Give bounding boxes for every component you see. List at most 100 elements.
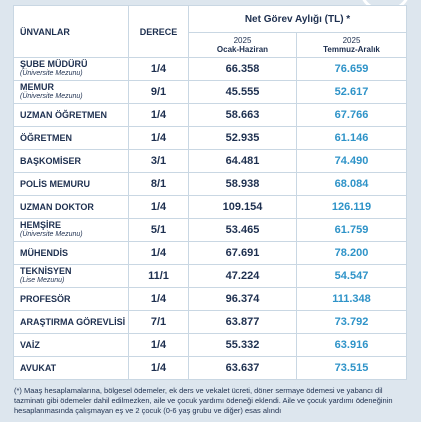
title-cell: ŞUBE MÜDÜRÜ (Üniversite Mezunu) [13, 57, 129, 81]
title: MEMUR [20, 82, 54, 92]
grade: 7/1 [128, 310, 189, 334]
table-row: ÖĞRETMEN 1/4 52.935 61.146 [13, 126, 408, 150]
table-row: AVUKAT 1/4 63.637 73.515 [13, 356, 408, 380]
footnote: (*) Maaş hesaplamalarına, bölgesel ödeme… [14, 386, 393, 415]
grade: 1/4 [128, 241, 189, 265]
salary-period2: 67.766 [295, 103, 408, 127]
grade: 1/4 [128, 195, 189, 219]
table-row: BAŞKOMİSER 3/1 64.481 74.490 [13, 149, 408, 173]
title: ARAŞTIRMA GÖREVLİSİ [20, 316, 126, 327]
title: MÜHENDİS [20, 247, 69, 258]
salary-period2: 63.916 [295, 333, 408, 357]
title-cell: AVUKAT [13, 356, 129, 380]
salary-period2: 73.792 [295, 310, 408, 334]
title: POLİS MEMURU [20, 178, 91, 189]
title: AVUKAT [20, 362, 57, 373]
table-row: HEMŞİRE (Üniversite Mezunu) 5/1 53.465 61.75… [13, 218, 408, 242]
title-cell: ÖĞRETMEN [13, 126, 129, 150]
title-cell: MÜHENDİS [13, 241, 129, 265]
period-row: 2025 Ocak-Haziran 2025 Temmuz-Aralık [14, 32, 408, 58]
salary-period2: 78.200 [295, 241, 408, 265]
grade: 1/4 [128, 103, 189, 127]
salary-period1: 96.374 [188, 287, 297, 311]
salary-period2: 61.146 [295, 126, 408, 150]
title-cell: MEMUR (Üniversite Mezunu) [13, 80, 129, 104]
title-note: (Üniversite Mezunu) [20, 93, 83, 100]
title-cell: POLİS MEMURU [13, 172, 129, 196]
title-note: (Üniversite Mezunu) [20, 70, 83, 77]
table-row: UZMAN ÖĞRETMEN 1/4 58.663 67.766 [13, 103, 408, 127]
period-year: 2025 [342, 36, 361, 45]
grade: 1/4 [128, 287, 189, 311]
grade: 1/4 [128, 333, 189, 357]
grade: 3/1 [128, 149, 189, 173]
table-wrap: ÜNVANLAR DERECE Net Görev Aylığı (TL) * … [13, 5, 408, 380]
salary-period1: 55.332 [188, 333, 297, 357]
salary-period2: 73.515 [295, 356, 408, 380]
table-head: ÜNVANLAR DERECE Net Görev Aylığı (TL) * … [13, 5, 408, 58]
grade: 8/1 [128, 172, 189, 196]
title-note: (Üniversite Mezunu) [20, 231, 83, 238]
salary-period2: 52.617 [295, 80, 408, 104]
salary-period2: 111.348 [295, 287, 408, 311]
salary-period1: 109.154 [188, 195, 297, 219]
title-cell: TEKNİSYEN (Lise Mezunu) [13, 264, 129, 288]
salary-period2: 68.084 [295, 172, 408, 196]
salary-period2: 126.119 [295, 195, 408, 219]
title-cell: UZMAN ÖĞRETMEN [13, 103, 129, 127]
title-note: (Lise Mezunu) [20, 277, 65, 284]
title: BAŞKOMİSER [20, 155, 82, 166]
table-row: MÜHENDİS 1/4 67.691 78.200 [13, 241, 408, 265]
salary-period1: 52.935 [188, 126, 297, 150]
title: UZMAN ÖĞRETMEN [20, 109, 107, 120]
table-row: MEMUR (Üniversite Mezunu) 9/1 45.555 52.617 [13, 80, 408, 104]
col-title: ÜNVANLAR [13, 5, 129, 58]
title: PROFESÖR [20, 293, 71, 304]
salary-period1: 63.637 [188, 356, 297, 380]
table-row: ARAŞTIRMA GÖREVLİSİ 7/1 63.877 73.792 [13, 310, 408, 334]
table-body: ŞUBE MÜDÜRÜ (Üniversite Mezunu) 1/4 66.358 7… [13, 57, 408, 380]
title-cell: UZMAN DOKTOR [13, 195, 129, 219]
title-cell: ARAŞTIRMA GÖREVLİSİ [13, 310, 129, 334]
title-cell: VAİZ [13, 333, 129, 357]
salary-period1: 58.663 [188, 103, 297, 127]
salary-period1: 53.465 [188, 218, 297, 242]
title-cell: BAŞKOMİSER [13, 149, 129, 173]
title: ÖĞRETMEN [20, 132, 73, 143]
grade: 9/1 [128, 80, 189, 104]
period-label: Ocak-Haziran [216, 45, 269, 54]
title: UZMAN DOKTOR [20, 201, 94, 212]
grade: 11/1 [128, 264, 189, 288]
salary-period2: 61.759 [295, 218, 408, 242]
period1: 2025 Ocak-Haziran [188, 32, 297, 58]
salary-period1: 64.481 [188, 149, 297, 173]
grade: 1/4 [128, 356, 189, 380]
title: TEKNİSYEN [20, 266, 72, 276]
salary-period1: 63.877 [188, 310, 297, 334]
salary-table: ÜNVANLAR DERECE Net Görev Aylığı (TL) * … [13, 5, 408, 380]
period-year: 2025 [233, 36, 252, 45]
table-row: PROFESÖR 1/4 96.374 111.348 [13, 287, 408, 311]
table-row: UZMAN DOKTOR 1/4 109.154 126.119 [13, 195, 408, 219]
title: VAİZ [20, 339, 40, 350]
title-cell: HEMŞİRE (Üniversite Mezunu) [13, 218, 129, 242]
period-label: Temmuz-Aralık [323, 45, 380, 54]
table-row: ŞUBE MÜDÜRÜ (Üniversite Mezunu) 1/4 66.358 7… [13, 57, 408, 81]
title: ŞUBE MÜDÜRÜ [20, 59, 88, 69]
header-row: ÜNVANLAR DERECE Net Görev Aylığı (TL) * [13, 5, 408, 58]
salary-period2: 76.659 [295, 57, 408, 81]
table-row: VAİZ 1/4 55.332 63.916 [13, 333, 408, 357]
salary-period1: 45.555 [188, 80, 297, 104]
table-row: POLİS MEMURU 8/1 58.938 68.084 [13, 172, 408, 196]
salary-period1: 67.691 [188, 241, 297, 265]
col-grade: DERECE [128, 5, 189, 58]
salary-period2: 54.547 [295, 264, 408, 288]
salary-title: Net Görev Aylığı (TL) * [187, 5, 408, 33]
table-row: TEKNİSYEN (Lise Mezunu) 11/1 47.224 54.547 [13, 264, 408, 288]
title: HEMŞİRE [20, 220, 62, 230]
period2: 2025 Temmuz-Aralık [295, 32, 408, 58]
grade: 1/4 [128, 57, 189, 81]
salary-period1: 47.224 [188, 264, 297, 288]
salary-period2: 74.490 [295, 149, 408, 173]
